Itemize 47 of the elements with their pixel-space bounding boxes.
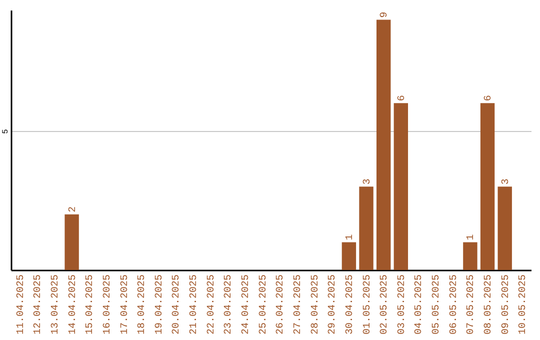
x-tick-label: 29.04.2025 <box>328 274 339 335</box>
x-tick-label: 18.04.2025 <box>137 274 148 335</box>
data-label: 3 <box>500 178 512 185</box>
x-tick-label: 22.04.2025 <box>206 274 218 335</box>
x-tick-label: 12.04.2025 <box>33 274 44 335</box>
x-tick-label: 02.05.2025 <box>380 274 391 335</box>
bar <box>480 103 495 270</box>
x-tick-label: 03.05.2025 <box>396 274 408 335</box>
data-label: 6 <box>396 95 408 102</box>
data-label: 9 <box>380 12 391 18</box>
x-tick-label: 08.05.2025 <box>484 274 495 335</box>
x-tick-label: 14.04.2025 <box>68 274 79 335</box>
x-tick-label: 25.04.2025 <box>258 274 270 335</box>
data-label: 1 <box>466 234 478 240</box>
x-tick-label: 16.04.2025 <box>102 274 114 335</box>
data-label: 6 <box>484 95 495 102</box>
bar <box>463 242 478 270</box>
y-tick-label: 5 <box>2 128 10 134</box>
bar <box>64 214 79 270</box>
x-tick-label: 06.05.2025 <box>448 274 460 335</box>
x-tick-label: 17.04.2025 <box>120 274 131 335</box>
x-tick-label: 05.05.2025 <box>432 274 443 335</box>
data-label: 3 <box>362 178 374 185</box>
bar <box>342 242 356 270</box>
bar <box>359 186 374 270</box>
bar <box>498 186 512 270</box>
x-tick-label: 23.04.2025 <box>224 274 235 335</box>
x-tick-label: 21.04.2025 <box>189 274 200 335</box>
x-tick-label: 13.04.2025 <box>50 274 62 335</box>
x-tick-label: 30.04.2025 <box>344 274 356 335</box>
x-tick-label: 04.05.2025 <box>414 274 426 335</box>
bar <box>376 20 391 270</box>
x-tick-label: 07.05.2025 <box>466 274 478 335</box>
x-tick-label: 20.04.2025 <box>172 274 183 335</box>
x-tick-label: 11.04.2025 <box>16 274 27 335</box>
x-tick-label: 09.05.2025 <box>500 274 512 335</box>
x-tick-label: 15.04.2025 <box>85 274 96 335</box>
x-tick-label: 28.04.2025 <box>310 274 322 335</box>
data-label: 2 <box>68 206 79 212</box>
x-tick-label: 01.05.2025 <box>362 274 374 335</box>
x-tick-label: 10.05.2025 <box>518 274 530 335</box>
x-tick-label: 26.04.2025 <box>276 274 287 335</box>
bar <box>394 103 408 270</box>
x-tick-label: 19.04.2025 <box>154 274 166 335</box>
x-tick-label: 27.04.2025 <box>292 274 304 335</box>
data-label: 1 <box>344 234 356 240</box>
x-tick-label: 24.04.2025 <box>241 274 252 335</box>
